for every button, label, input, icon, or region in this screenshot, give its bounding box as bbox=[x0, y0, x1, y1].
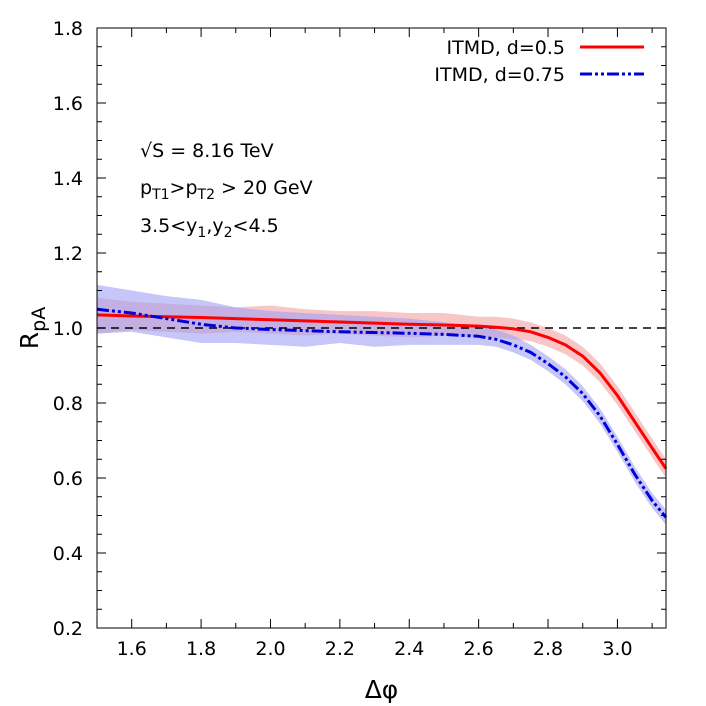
band-2 bbox=[97, 284, 666, 525]
x-tick-label: 2.4 bbox=[394, 638, 424, 660]
y-axis-label-text: RpA bbox=[15, 307, 50, 349]
x-axis-label: Δφ bbox=[365, 675, 399, 704]
axis-ticks bbox=[96, 27, 666, 629]
series-lines bbox=[96, 307, 668, 519]
x-tick-label: 2.6 bbox=[464, 638, 494, 660]
annotation-3: 3.5<y1,y2<4.5 bbox=[140, 215, 279, 241]
tick-labels: 1.6 1.8 2.0 2.2 2.4 2.6 2.8 3.0 0.2 0.4 0.6 0.8 1.0 1… bbox=[53, 18, 633, 660]
x-tick-label: 2.8 bbox=[533, 638, 563, 660]
x-tick-label: 2.2 bbox=[325, 638, 355, 660]
y-tick-label: 0.8 bbox=[53, 393, 83, 415]
y-tick-label: 1.4 bbox=[53, 168, 83, 190]
annotations: √S = 8.16 TeV pT1>pT2 > 20 GeV 3.5<y1,y2<4… bbox=[140, 140, 313, 241]
legend: ITMD, d=0.5 ITMD, d=0.75 bbox=[434, 37, 644, 86]
x-tick-label: 1.6 bbox=[117, 638, 147, 660]
axis-labels: Δφ RpA bbox=[15, 307, 398, 704]
annotation-2: pT1>pT2 > 20 GeV bbox=[140, 177, 313, 203]
y-tick-label: 1.6 bbox=[53, 93, 83, 115]
x-tick-label: 1.8 bbox=[186, 638, 216, 660]
x-tick-label: 3.0 bbox=[602, 638, 632, 660]
y-tick-label: 0.4 bbox=[53, 543, 83, 565]
x-tick-label: 2.0 bbox=[255, 638, 285, 660]
legend-label-1: ITMD, d=0.5 bbox=[446, 37, 565, 59]
series-line-1 bbox=[96, 313, 668, 470]
y-tick-label: 1.2 bbox=[53, 243, 83, 265]
y-tick-label: 1.0 bbox=[53, 318, 83, 340]
annotation-1: √S = 8.16 TeV bbox=[140, 140, 274, 162]
y-tick-label: 0.2 bbox=[53, 618, 83, 640]
y-axis-label: RpA bbox=[15, 307, 50, 349]
legend-label-2: ITMD, d=0.75 bbox=[434, 64, 565, 86]
y-tick-label: 0.6 bbox=[53, 468, 83, 490]
y-tick-label: 1.8 bbox=[53, 18, 83, 40]
series-line-2 bbox=[96, 307, 668, 519]
